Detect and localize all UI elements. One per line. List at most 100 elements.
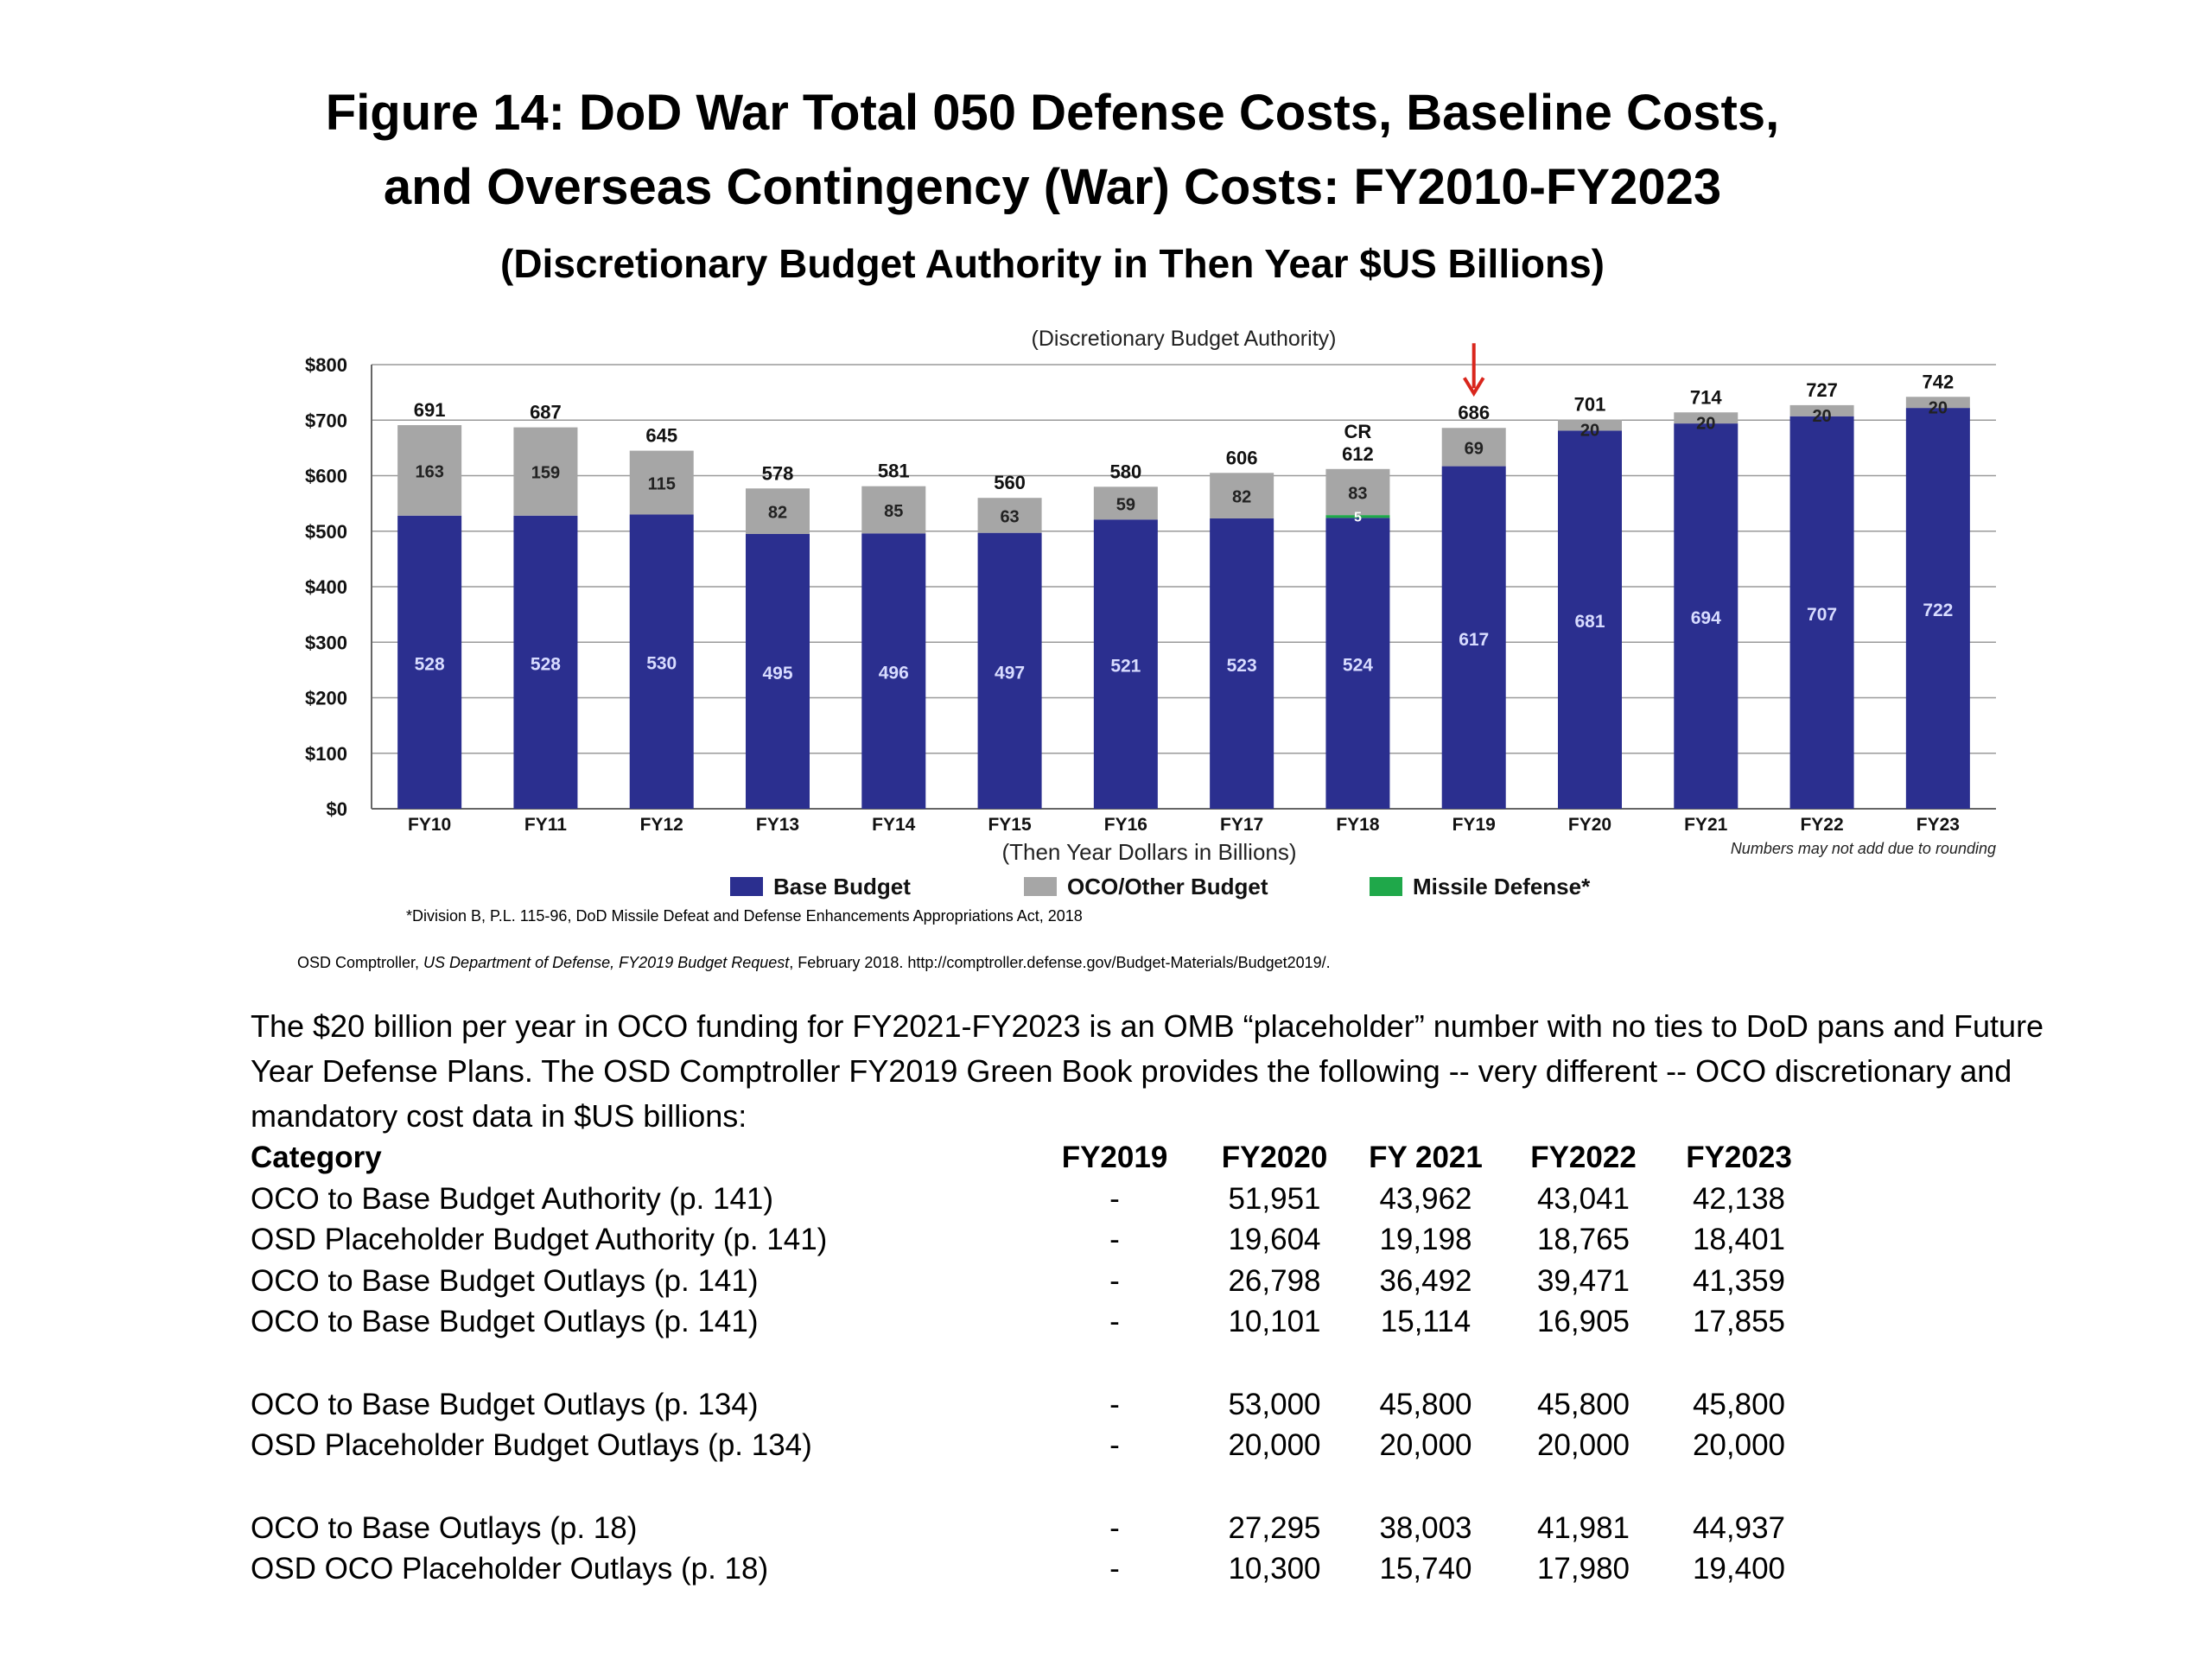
bar-oco-budget — [746, 488, 810, 534]
bar-oco-budget — [1093, 486, 1158, 520]
cell-fy2022: 18,765 — [1536, 1223, 1630, 1256]
x-tick-label: FY13 — [756, 815, 799, 835]
header-fy2022: FY2022 — [1530, 1141, 1637, 1174]
bar-base-budget — [397, 515, 462, 809]
bar-oco-budget — [1441, 428, 1506, 467]
cell-fy2020: 10,101 — [1228, 1305, 1321, 1338]
rounding-note: Numbers may not add due to rounding — [1731, 840, 1996, 857]
cell-fy2020: 53,000 — [1228, 1387, 1321, 1421]
bar-base-budget — [1325, 518, 1390, 809]
chart-footnote: *Division B, P.L. 115-96, DoD Missile De… — [406, 907, 1083, 925]
bar-total-label: 687 — [530, 402, 562, 423]
cell-fy2019: - — [1109, 1428, 1120, 1462]
row-category: OCO to Base Budget Outlays (p. 141) — [251, 1263, 759, 1298]
row-category: OSD Placeholder Budget Outlays (p. 134) — [251, 1428, 812, 1462]
bar-label-missile-defense: 5 — [1354, 511, 1362, 525]
bar-base-budget — [1093, 519, 1158, 809]
bar-base-budget — [513, 515, 578, 809]
bar-label-oco-budget: 85 — [884, 502, 903, 521]
bar-oco-budget — [1558, 419, 1622, 431]
bar-oco-budget — [977, 498, 1042, 533]
bar-label-oco-budget: 82 — [1232, 488, 1251, 507]
bar-total-label: 691 — [414, 399, 446, 421]
bar-label-base-budget: 722 — [1923, 601, 1953, 620]
bar-label-oco-budget: 20 — [1812, 407, 1831, 426]
cell-fy2021: 38,003 — [1379, 1510, 1472, 1545]
bar-oco-budget — [1674, 412, 1738, 424]
figure-title-line-1: Figure 14: DoD War Total 050 Defense Cos… — [325, 85, 1780, 141]
cell-fy2023: 42,138 — [1692, 1181, 1786, 1216]
cell-fy2022: 39,471 — [1536, 1263, 1630, 1298]
cell-fy2020: 10,300 — [1228, 1552, 1321, 1586]
row-category: OCO to Base Outlays (p. 18) — [251, 1510, 638, 1545]
bar-base-budget — [861, 533, 926, 809]
cell-fy2023: 20,000 — [1692, 1428, 1786, 1462]
bar-base-budget — [1905, 408, 1970, 809]
bar-label-base-budget: 528 — [531, 654, 561, 674]
bar-oco-budget — [1210, 473, 1274, 518]
bar-oco-budget — [397, 425, 462, 516]
y-tick-label: $300 — [305, 632, 347, 653]
bar-base-budget — [1789, 416, 1854, 809]
bar-base-budget — [977, 532, 1042, 809]
bar-total-label: 714 — [1690, 386, 1722, 408]
legend-base-budget-label: Base Budget — [773, 874, 911, 899]
cell-fy2023: 45,800 — [1692, 1387, 1786, 1421]
bar-label-base-budget: 495 — [762, 664, 792, 683]
bar-total-label: 578 — [762, 462, 794, 484]
figure-title-line-2: and Overseas Contingency (War) Costs: FY… — [383, 159, 1722, 215]
cell-fy2022: 41,981 — [1536, 1510, 1630, 1545]
cell-fy2021: 15,740 — [1379, 1552, 1472, 1586]
table-row: OSD Placeholder Budget Authority (p. 141… — [251, 1219, 1815, 1261]
figure-subtitle: (Discretionary Budget Authority in Then … — [500, 241, 1605, 286]
cell-fy2021: 36,492 — [1379, 1263, 1472, 1298]
header-fy2023: FY2023 — [1686, 1141, 1792, 1174]
bar-label-oco-budget: 63 — [1000, 507, 1019, 526]
bar-base-budget — [1674, 423, 1738, 809]
bar-label-oco-budget: 115 — [648, 475, 676, 494]
legend-oco-budget-label: OCO/Other Budget — [1067, 874, 1268, 899]
y-tick-label: $700 — [305, 410, 347, 431]
cell-fy2023: 17,855 — [1692, 1305, 1786, 1338]
cell-fy2022: 17,980 — [1536, 1552, 1630, 1586]
bar-oco-budget — [1789, 404, 1854, 416]
bar-base-budget — [629, 514, 694, 809]
y-tick-label: $500 — [305, 521, 347, 543]
table-row: OSD OCO Placeholder Outlays (p. 18) - 10… — [251, 1548, 1815, 1590]
bar-label-oco-budget: 20 — [1580, 422, 1599, 441]
cell-fy2019: - — [1109, 1552, 1120, 1586]
cell-fy2022: 43,041 — [1536, 1181, 1630, 1216]
row-category: OCO to Base Budget Outlays (p. 141) — [251, 1305, 759, 1338]
legend-missile-defense-label: Missile Defense* — [1413, 874, 1591, 899]
bar-base-budget — [746, 533, 810, 809]
cell-fy2019: - — [1109, 1510, 1120, 1545]
bar-total-label: 580 — [1109, 461, 1141, 482]
cell-fy2023: 18,401 — [1692, 1223, 1786, 1256]
table-row: OCO to Base Budget Outlays (p. 141) - 26… — [251, 1261, 1815, 1302]
cell-fy2020: 27,295 — [1228, 1510, 1321, 1545]
row-category: OCO to Base Budget Outlays (p. 134) — [251, 1387, 759, 1421]
source-prefix: OSD Comptroller, — [297, 954, 424, 971]
bar-base-budget — [1558, 430, 1622, 809]
cell-fy2019: - — [1109, 1181, 1120, 1216]
cell-fy2020: 19,604 — [1228, 1223, 1321, 1256]
row-category: OSD Placeholder Budget Authority (p. 141… — [251, 1223, 828, 1256]
source-title: US Department of Defense, FY2019 Budget … — [423, 954, 790, 971]
bar-label-oco-budget: 163 — [415, 462, 443, 481]
bar-label-base-budget: 707 — [1807, 605, 1837, 625]
cell-fy2022: 16,905 — [1536, 1305, 1630, 1338]
bar-total-label: 727 — [1806, 379, 1838, 401]
cell-fy2021: 15,114 — [1380, 1305, 1471, 1338]
y-tick-label: $100 — [305, 743, 347, 765]
header-fy2021: FY 2021 — [1369, 1141, 1483, 1174]
bar-label-base-budget: 530 — [646, 654, 677, 674]
explanatory-paragraph: The $20 billion per year in OCO funding … — [251, 1008, 2044, 1134]
bar-oco-budget — [1905, 397, 1970, 409]
oco-cost-table: Category FY2019 FY2020 FY 2021 FY2022 FY… — [251, 1137, 1815, 1590]
cell-fy2019: - — [1109, 1223, 1120, 1256]
legend-oco-budget-swatch — [1024, 877, 1057, 896]
bar-label-oco-budget: 69 — [1465, 439, 1484, 458]
cell-fy2021: 20,000 — [1379, 1428, 1472, 1462]
bar-base-budget — [1441, 466, 1506, 809]
table-row: OCO to Base Budget Authority (p. 141) - … — [251, 1179, 1815, 1220]
